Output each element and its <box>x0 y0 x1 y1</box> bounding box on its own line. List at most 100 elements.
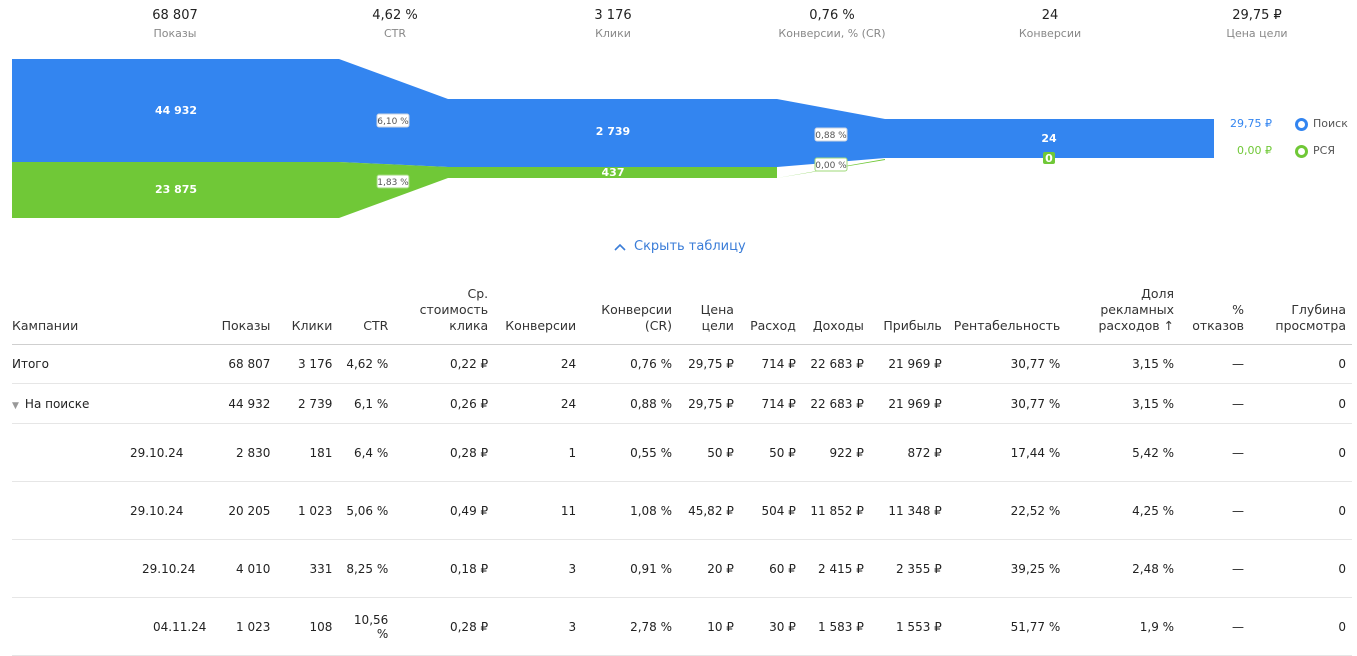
hide-table-toggle[interactable]: Скрыть таблицу <box>614 239 746 254</box>
table-cell: 29,75 ₽ <box>678 344 740 384</box>
summary-metric: 68 807 Показы <box>95 8 255 42</box>
funnel-badge-search-cr-text: 0,88 % <box>815 131 847 141</box>
table-cell: 45,82 ₽ <box>678 481 740 540</box>
table-cell: 2,48 % <box>1066 539 1181 598</box>
funnel-badge-rsya-cr-text: 0,00 % <box>815 161 847 171</box>
column-header[interactable]: CTR <box>338 286 395 345</box>
table-cell: 11 852 ₽ <box>801 481 870 540</box>
table-cell: 3 176 <box>276 344 339 384</box>
chevron-up-icon <box>614 243 626 251</box>
column-header[interactable]: Конверсии (CR) <box>582 286 679 345</box>
table-cell: 331 <box>276 539 339 598</box>
column-header[interactable]: Рентабельность <box>947 286 1067 345</box>
table-cell: — <box>1180 423 1251 482</box>
summary-metric-label: Показы <box>153 27 197 40</box>
funnel-badge-rsya-ctr <box>376 174 410 189</box>
table-row-total[interactable]: Итого 68 807 3 176 4,62 % 0,22 ₽24 0,76 % 29,7… <box>12 344 1352 384</box>
table-cell: 0 <box>1250 539 1352 598</box>
table-cell: — <box>1180 597 1251 656</box>
funnel-transition-search-ctr <box>339 59 448 167</box>
table-cell: 6,4 % <box>338 423 395 482</box>
table-cell: 39,25 % <box>947 539 1067 598</box>
table-header-row: Кампании Показы Клики CTR Ср. стоимость клик… <box>12 286 1352 345</box>
legend-search-value: 29,75 ₽ <box>1230 117 1272 130</box>
funnel-badge-rsya-ctr-text: 1,83 % <box>377 178 409 188</box>
table-cell: 44 932 <box>212 383 277 424</box>
table-cell: 0 <box>1250 423 1352 482</box>
column-header[interactable]: Ср. стоимость клика <box>394 286 495 345</box>
table-cell: 1,9 % <box>1066 597 1181 656</box>
table-row-group-search[interactable]: ▼ На поиске 44 932 2 739 6,1 % 0,26 ₽24 0,88 %… <box>12 383 1352 424</box>
column-header[interactable]: Показы <box>212 286 277 345</box>
table-cell: 0,55 % <box>582 423 679 482</box>
column-header[interactable]: Кампании <box>12 286 213 345</box>
table-cell: 0,28 ₽ <box>394 597 495 656</box>
table-cell: 4 010 <box>212 539 277 598</box>
summary-metric: 29,75 ₽ Цена цели <box>1177 8 1337 42</box>
table-cell: 0,76 % <box>582 344 679 384</box>
table-cell: 20 ₽ <box>678 539 740 598</box>
summary-metric-label: CTR <box>383 27 407 40</box>
legend-rsya-name: РСЯ <box>1313 144 1335 157</box>
summary-metric: 4,62 % CTR <box>315 8 475 42</box>
table-cell: 0 <box>1250 383 1352 424</box>
table-row[interactable]: 29.10.24 20 205 1 023 5,06 % 0,49 ₽11 1,08 % 4… <box>12 481 1352 540</box>
table-cell: 1 583 ₽ <box>801 597 870 656</box>
table-cell: 21 969 ₽ <box>869 383 948 424</box>
summary-metric-label: Клики <box>595 27 631 40</box>
funnel-badge-search-ctr-text: 6,10 % <box>377 117 409 127</box>
table-cell: 30,77 % <box>947 344 1067 384</box>
row-label-text: 29.10.24 <box>142 561 196 576</box>
table-cell: 11 348 ₽ <box>869 481 948 540</box>
funnel-value-search-clicks: 2 739 <box>596 125 630 138</box>
funnel-chart: 44 932 23 875 6,10 % 1,83 % 2 739 437 0,88 % 0,… <box>12 59 1214 218</box>
column-header[interactable]: Расход <box>739 286 802 345</box>
summary-metric-value: 0,76 % <box>809 8 855 23</box>
table-cell: 50 ₽ <box>678 423 740 482</box>
column-header[interactable]: Доля рекламных расходов ↑ <box>1066 286 1181 345</box>
table-cell: 51,77 % <box>947 597 1067 656</box>
column-header[interactable]: % отказов <box>1180 286 1251 345</box>
table-cell: 1 023 <box>212 597 277 656</box>
column-header[interactable]: Конверсии <box>494 286 583 345</box>
stats-table: Кампании Показы Клики CTR Ср. стоимость клик… <box>12 286 1352 656</box>
funnel-segment-rsya-clicks <box>448 167 777 178</box>
table-cell: 29,75 ₽ <box>678 383 740 424</box>
table-cell: 1 023 <box>276 481 339 540</box>
table-cell: 0 <box>1250 344 1352 384</box>
row-label: 29.10.24 <box>12 539 213 598</box>
row-label-text: Итого <box>12 357 49 371</box>
table-cell: 504 ₽ <box>739 481 802 540</box>
table-cell: — <box>1180 481 1251 540</box>
table-cell: 0,26 ₽ <box>394 383 495 424</box>
row-label: ▼ На поиске <box>12 383 213 424</box>
funnel-segment-rsya-impressions <box>12 162 339 218</box>
summary-metric-label: Цена цели <box>1226 27 1288 40</box>
table-cell: 60 ₽ <box>739 539 802 598</box>
legend-search-name: Поиск <box>1313 117 1348 130</box>
table-cell: 22 683 ₽ <box>801 344 870 384</box>
funnel-badge-search-cr <box>814 127 848 142</box>
table-cell: 4,25 % <box>1066 481 1181 540</box>
table-cell: 17,44 % <box>947 423 1067 482</box>
table-row[interactable]: 29.10.24 4 010 331 8,25 % 0,18 ₽3 0,91 % 20 ₽6… <box>12 539 1352 598</box>
column-header[interactable]: Цена цели <box>678 286 740 345</box>
funnel-transition-rsya-ctr <box>339 162 448 218</box>
legend-rsya-marker <box>1295 145 1308 158</box>
column-header[interactable]: Прибыль <box>869 286 948 345</box>
column-header[interactable]: Доходы <box>801 286 870 345</box>
column-header[interactable]: Глубина просмотра <box>1250 286 1352 345</box>
table-row[interactable]: 29.10.24 2 830 181 6,4 % 0,28 ₽1 0,55 % 50 ₽50… <box>12 423 1352 482</box>
funnel-segment-search-impressions <box>12 59 339 162</box>
column-header[interactable]: Клики <box>276 286 339 345</box>
table-cell: 5,42 % <box>1066 423 1181 482</box>
caret-down-icon[interactable]: ▼ <box>12 400 19 411</box>
funnel-badge-search-ctr <box>376 113 410 128</box>
table-cell: 1 553 ₽ <box>869 597 948 656</box>
table-row[interactable]: 04.11.24 1 023 108 10,56 % 0,28 ₽3 2,78 % 10 ₽… <box>12 597 1352 656</box>
legend-rsya-value: 0,00 ₽ <box>1237 144 1272 157</box>
row-label-text: 29.10.24 <box>130 445 184 460</box>
table-cell: 22 683 ₽ <box>801 383 870 424</box>
table-cell: 3,15 % <box>1066 344 1181 384</box>
table-cell: 6,1 % <box>338 383 395 424</box>
